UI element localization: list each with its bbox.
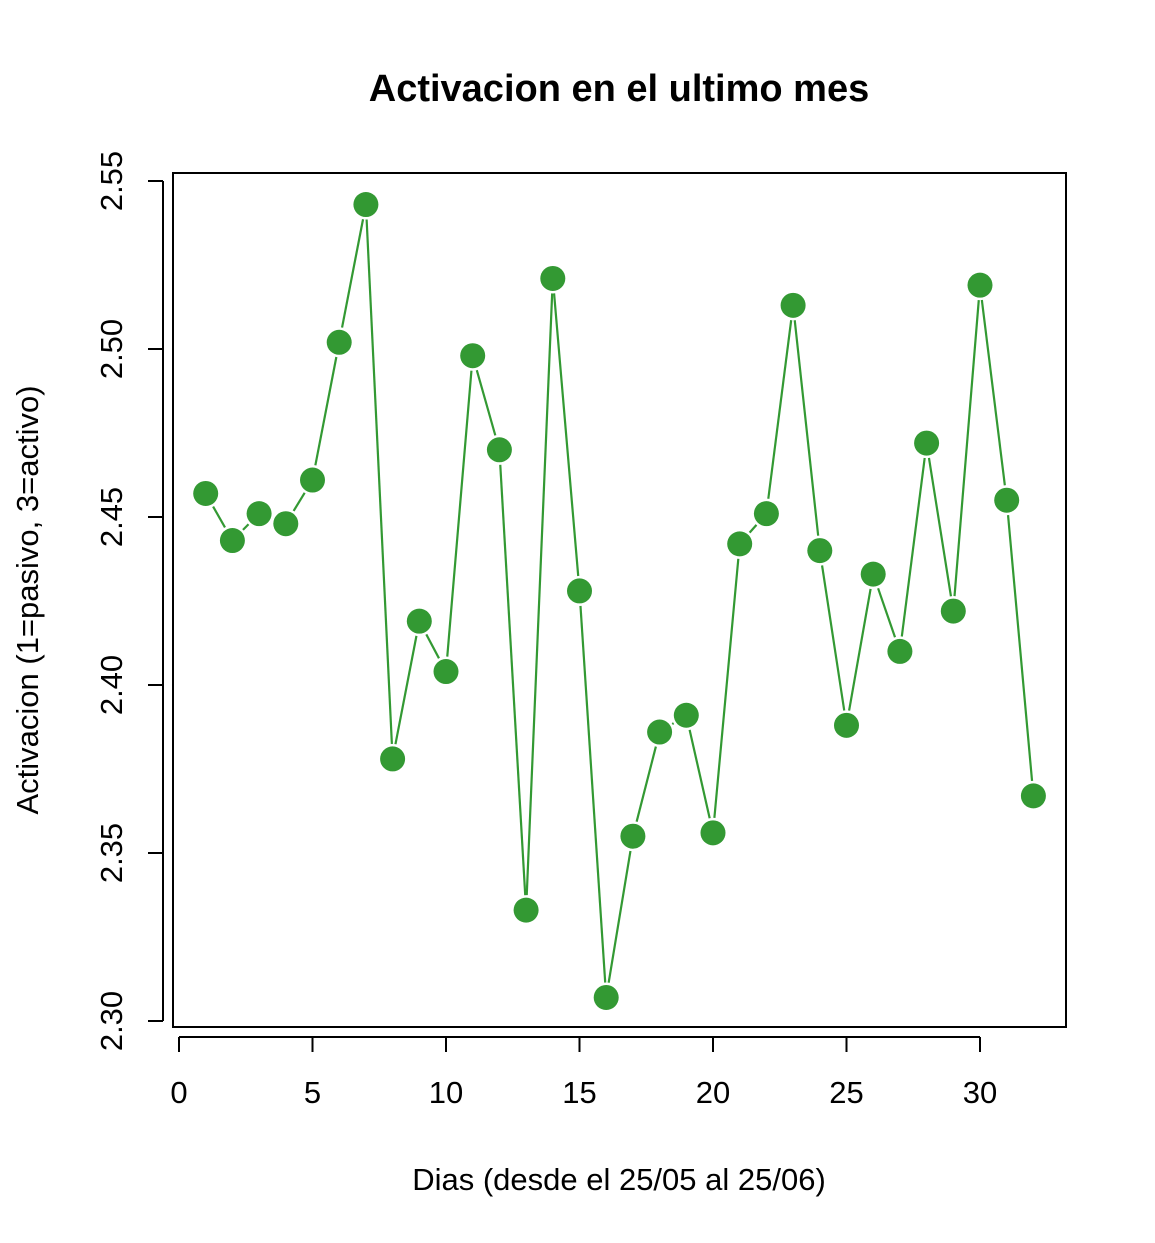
series-line-segment bbox=[848, 588, 872, 711]
data-point bbox=[753, 501, 779, 527]
data-point bbox=[860, 561, 886, 587]
y-tick-label: 2.50 bbox=[94, 319, 129, 379]
chart-title: Activacion en el ultimo mes bbox=[369, 68, 869, 110]
series-line-segment bbox=[927, 457, 953, 597]
y-tick-label: 2.30 bbox=[94, 991, 129, 1051]
data-point bbox=[513, 897, 539, 923]
data-point bbox=[807, 538, 833, 564]
data-point bbox=[219, 528, 245, 554]
series-line-segment bbox=[212, 505, 226, 529]
y-tick-label: 2.55 bbox=[94, 151, 129, 211]
series-line-segment bbox=[635, 746, 657, 822]
data-point bbox=[620, 823, 646, 849]
data-point bbox=[246, 501, 272, 527]
series-line-segment bbox=[1006, 515, 1034, 782]
series-line-segment bbox=[340, 219, 365, 328]
x-axis-label: Dias (desde el 25/05 al 25/06) bbox=[412, 1162, 826, 1197]
series-line-segment bbox=[579, 605, 607, 983]
series-line-segment bbox=[446, 370, 473, 657]
data-point bbox=[994, 487, 1020, 513]
data-point bbox=[406, 608, 432, 634]
data-point bbox=[193, 480, 219, 506]
series-line-segment bbox=[793, 320, 820, 536]
y-tick-label: 2.40 bbox=[94, 655, 129, 715]
x-tick-label: 20 bbox=[696, 1075, 730, 1110]
series-line-segment bbox=[820, 565, 846, 711]
series-line-segment bbox=[980, 299, 1006, 486]
data-point bbox=[940, 598, 966, 624]
data-point bbox=[887, 638, 913, 664]
data-point bbox=[1020, 783, 1046, 809]
data-point bbox=[967, 272, 993, 298]
series-line-segment bbox=[607, 850, 632, 983]
x-axis: 0 5 10 15 20 25 30 bbox=[170, 1036, 997, 1110]
series-line-segment bbox=[314, 356, 338, 466]
data-point bbox=[460, 343, 486, 369]
data-point bbox=[914, 430, 940, 456]
series-line-segment bbox=[900, 457, 926, 637]
data-point bbox=[727, 531, 753, 557]
x-tick-label: 5 bbox=[304, 1075, 321, 1110]
data-point bbox=[300, 467, 325, 493]
series-line-segment bbox=[242, 523, 250, 531]
data-point bbox=[326, 329, 352, 355]
data-point bbox=[700, 820, 726, 846]
data-point bbox=[273, 511, 299, 537]
series-line-segment bbox=[525, 293, 554, 896]
series-line-segment bbox=[877, 587, 897, 638]
series-line-segment bbox=[365, 219, 393, 744]
data-point bbox=[834, 712, 859, 738]
series-line-segment bbox=[552, 293, 580, 577]
data-point bbox=[540, 265, 566, 291]
y-axis: 2.30 2.35 2.40 2.45 2.50 2.55 bbox=[94, 151, 164, 1051]
plot-frame bbox=[172, 172, 1067, 1028]
series-line-segment bbox=[748, 524, 758, 534]
series-line-segment bbox=[767, 320, 793, 499]
series-line-segment bbox=[475, 369, 497, 436]
series-line-segment bbox=[713, 558, 740, 819]
y-tick-label: 2.45 bbox=[94, 487, 129, 547]
series-layer bbox=[193, 192, 1046, 1010]
data-point bbox=[780, 292, 806, 318]
series-line-segment bbox=[671, 722, 675, 725]
data-point bbox=[433, 659, 459, 685]
series-line-segment bbox=[953, 300, 980, 597]
series-line-segment bbox=[292, 492, 306, 512]
data-point bbox=[593, 984, 619, 1010]
data-point bbox=[486, 437, 512, 463]
x-tick-label: 15 bbox=[562, 1075, 596, 1110]
data-point bbox=[673, 702, 699, 728]
series-line-segment bbox=[688, 729, 711, 819]
x-tick-label: 10 bbox=[429, 1075, 463, 1110]
data-point bbox=[647, 719, 673, 745]
series-line-segment bbox=[499, 464, 527, 896]
data-point bbox=[380, 746, 406, 772]
series-line-segment bbox=[425, 633, 440, 659]
x-tick-label: 30 bbox=[963, 1075, 997, 1110]
y-axis-label: Activacion (1=pasivo, 3=activo) bbox=[10, 385, 45, 814]
data-point bbox=[353, 192, 379, 218]
data-point bbox=[567, 578, 592, 604]
x-tick-label: 0 bbox=[170, 1075, 187, 1110]
series-line-segment bbox=[394, 635, 418, 745]
x-tick-label: 25 bbox=[829, 1075, 863, 1110]
y-tick-label: 2.35 bbox=[94, 823, 129, 883]
